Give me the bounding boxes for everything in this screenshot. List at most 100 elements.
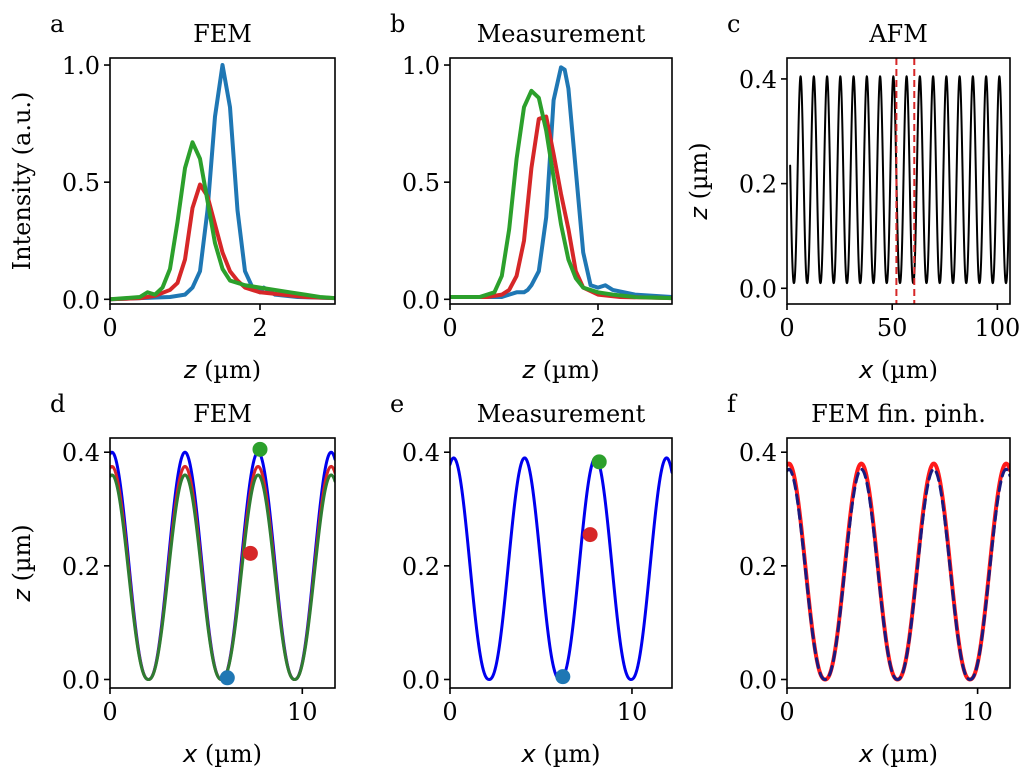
panel-b-series-0-line (450, 65, 672, 299)
panel-f-ytick-label-0: 0.0 (739, 666, 777, 694)
panel-a-plot-area (110, 63, 335, 302)
panel-f-xtick-label-0: 0 (779, 698, 794, 726)
panel-b-ytick-label-2: 1.0 (402, 52, 440, 80)
panel-f-xlabel: x (µm) (858, 740, 938, 768)
ylabel-unit: (µm) (8, 524, 36, 589)
panel-a-title: FEM (193, 20, 252, 48)
panel-a-xtick-label-1: 2 (252, 314, 267, 342)
panel-b-frame (449, 57, 673, 305)
ylabel-var: z (685, 206, 713, 221)
xlabel-unit: (µm) (196, 356, 261, 384)
panel-a-frame (109, 57, 336, 305)
panel-b-xtick-label-0: 0 (442, 314, 457, 342)
panel-c-ylabel: z (µm) (685, 142, 713, 220)
ylabel-unit: (µm) (685, 142, 713, 207)
panel-b-xlabel: z (µm) (521, 356, 599, 384)
panel-a: 0 2 0.0 0.5 1.0 FEM a z (µm) Intensity (a.u.) (8, 10, 336, 384)
panel-c-xtick-label-1: 50 (877, 314, 908, 342)
panel-d-series-1-line (110, 464, 335, 681)
panel-f-plot-area (787, 461, 1010, 682)
panel-d-marker-2 (252, 441, 268, 457)
panel-c-title: AFM (868, 20, 928, 48)
panel-d-xtick-label-1: 10 (287, 698, 318, 726)
panel-d-marker-1 (242, 545, 258, 561)
panel-c-ytick-label-2: 0.4 (739, 66, 777, 94)
panel-d-series-2-line (110, 473, 335, 681)
panel-e-ytick-label-2: 0.4 (402, 439, 440, 467)
panel-e-ytick-label-1: 0.2 (402, 553, 440, 581)
panel-a-ytick-label-0: 0.0 (62, 286, 100, 314)
xlabel-unit: (µm) (535, 356, 600, 384)
xlabel-unit: (µm) (536, 740, 601, 768)
panel-f-xtick-label-1: 10 (962, 698, 993, 726)
xlabel-var: z (521, 356, 536, 384)
panel-b-series-2-line (450, 88, 672, 301)
panel-c-xtick-label-2: 100 (974, 314, 1020, 342)
panel-f-title: FEM fin. pinh. (811, 400, 986, 428)
panel-d-letter: d (50, 390, 65, 418)
panel-d: 0 10 0.0 0.2 0.4 FEM d x (µm) z (µm) (8, 390, 336, 768)
xlabel-var: z (183, 356, 198, 384)
panel-d-plot-area (110, 450, 335, 681)
panel-f: 0 10 0.0 0.2 0.4 FEM fin. pinh. f x (µm) (727, 390, 1011, 768)
panel-e-xtick-label-0: 0 (442, 698, 457, 726)
panel-d-ytick-label-2: 0.4 (62, 439, 100, 467)
panel-b: 0 2 0.0 0.5 1.0 Measurement b z (µm) (390, 10, 673, 384)
panel-a-ytick-label-2: 1.0 (62, 52, 100, 80)
panel-c-letter: c (727, 10, 740, 38)
panel-f-letter: f (727, 390, 738, 418)
panel-e-series-0-line (450, 456, 672, 681)
panel-d-ylabel: z (µm) (8, 524, 36, 602)
panel-e: 0 10 0.0 0.2 0.4 Measurement e x (µm) (390, 390, 673, 768)
xlabel-var: x (858, 356, 874, 384)
panel-d-xtick-label-0: 0 (102, 698, 117, 726)
panel-e-xlabel: x (µm) (521, 740, 601, 768)
panel-e-marker-1 (582, 527, 598, 543)
panel-a-ytick-label-1: 0.5 (62, 169, 100, 197)
panel-e-frame (449, 437, 673, 689)
panel-c-xlabel: x (µm) (858, 356, 938, 384)
panel-a-series-2-line (110, 140, 335, 302)
panel-a-xtick-label-0: 0 (102, 314, 117, 342)
panel-e-ytick-label-0: 0.0 (402, 666, 440, 694)
panel-b-ytick-label-1: 0.5 (402, 169, 440, 197)
panel-b-ytick-label-0: 0.0 (402, 286, 440, 314)
panel-a-xlabel: z (µm) (183, 356, 261, 384)
panel-c-ytick-label-1: 0.2 (739, 171, 777, 199)
panel-f-ytick-label-2: 0.4 (739, 439, 777, 467)
panel-f-series-0-line (787, 461, 1010, 682)
panel-b-plot-area (450, 65, 672, 301)
panel-c-xtick-label-0: 0 (779, 314, 794, 342)
panel-e-xtick-label-1: 10 (617, 698, 648, 726)
xlabel-var: x (858, 740, 874, 768)
panel-d-title: FEM (193, 400, 252, 428)
panel-d-marker-0 (219, 670, 235, 686)
panel-b-series-1-line (450, 114, 672, 301)
panel-a-series-1-line (110, 182, 335, 302)
panel-f-series-1-line (787, 467, 1010, 681)
xlabel-unit: (µm) (873, 356, 938, 384)
panel-d-xlabel: x (µm) (182, 740, 262, 768)
panel-c-plot-area (789, 58, 1010, 304)
panel-d-ytick-label-1: 0.2 (62, 553, 100, 581)
panel-e-marker-2 (591, 454, 607, 470)
panel-c-series-0-line (789, 75, 1010, 285)
panel-e-marker-0 (555, 669, 571, 685)
panel-e-letter: e (390, 390, 404, 418)
panel-e-plot-area (450, 456, 672, 681)
xlabel-unit: (µm) (873, 740, 938, 768)
xlabel-unit: (µm) (197, 740, 262, 768)
panel-d-series-0-line (110, 450, 335, 681)
panel-f-ytick-label-1: 0.2 (739, 553, 777, 581)
xlabel-var: x (521, 740, 537, 768)
panel-b-xtick-label-1: 2 (590, 314, 605, 342)
panel-a-ylabel: Intensity (a.u.) (8, 92, 36, 271)
panel-d-frame (109, 437, 336, 689)
panel-d-ytick-label-0: 0.0 (62, 666, 100, 694)
panel-f-frame (786, 437, 1011, 689)
ylabel-var: z (8, 588, 36, 603)
panel-e-title: Measurement (477, 400, 646, 428)
panel-a-letter: a (50, 10, 64, 38)
